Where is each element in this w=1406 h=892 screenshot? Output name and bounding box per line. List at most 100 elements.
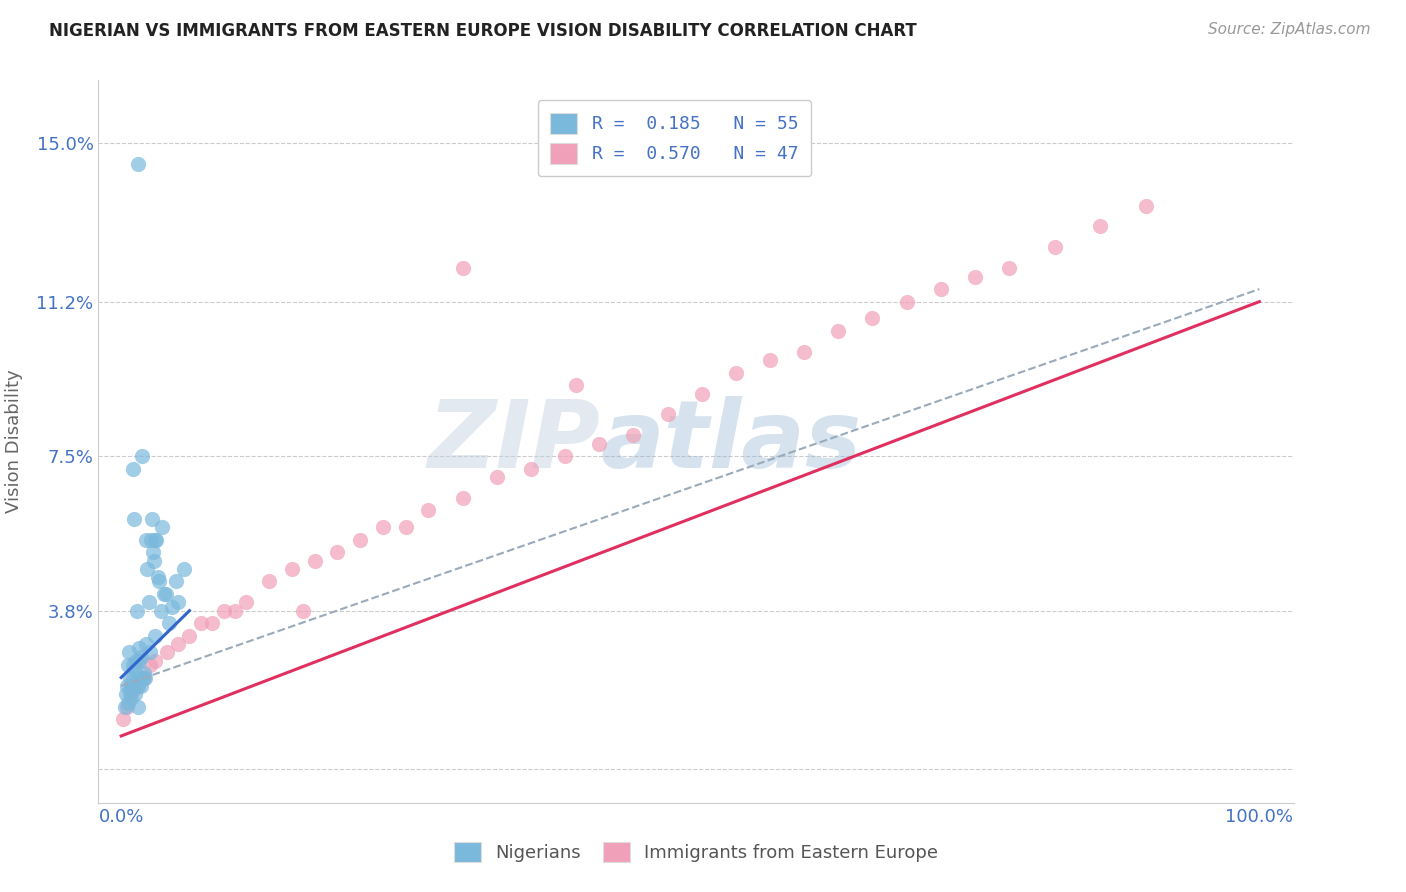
Point — [117, 696, 139, 710]
Legend: Nigerians, Immigrants from Eastern Europe: Nigerians, Immigrants from Eastern Europ… — [443, 830, 949, 873]
Point — [145, 533, 167, 547]
Point — [129, 679, 152, 693]
Text: Source: ZipAtlas.com: Source: ZipAtlas.com — [1208, 22, 1371, 37]
Point — [173, 562, 195, 576]
Point — [621, 428, 644, 442]
Y-axis label: Vision Disability: Vision Disability — [4, 369, 22, 514]
Point — [138, 657, 160, 672]
Point — [131, 449, 153, 463]
Point — [724, 366, 747, 380]
Point — [554, 449, 576, 463]
Point — [292, 604, 315, 618]
Point — [485, 470, 508, 484]
Point — [257, 574, 280, 589]
Point — [148, 574, 170, 589]
Point — [124, 687, 146, 701]
Point — [120, 691, 142, 706]
Point — [112, 712, 135, 726]
Point — [132, 671, 155, 685]
Point — [1043, 240, 1066, 254]
Point — [451, 491, 474, 505]
Point — [304, 553, 326, 567]
Point — [860, 311, 883, 326]
Point — [135, 637, 157, 651]
Point — [134, 671, 156, 685]
Point — [793, 344, 815, 359]
Point — [138, 595, 160, 609]
Point — [122, 679, 145, 693]
Point — [127, 604, 149, 618]
Point — [127, 679, 149, 693]
Point — [146, 570, 169, 584]
Point — [114, 687, 136, 701]
Point — [143, 533, 166, 547]
Point — [127, 679, 149, 693]
Point — [395, 520, 418, 534]
Point — [125, 654, 148, 668]
Point — [588, 436, 610, 450]
Point — [122, 512, 145, 526]
Point — [451, 261, 474, 276]
Point — [349, 533, 371, 547]
Point — [143, 654, 166, 668]
Point — [150, 604, 173, 618]
Point — [132, 666, 155, 681]
Point — [156, 645, 179, 659]
Point — [418, 503, 440, 517]
Point — [162, 599, 184, 614]
Point — [201, 616, 224, 631]
Point — [118, 645, 141, 659]
Point — [326, 545, 349, 559]
Point — [520, 461, 543, 475]
Point — [129, 649, 152, 664]
Text: atlas: atlas — [600, 395, 862, 488]
Point — [929, 282, 952, 296]
Point — [117, 657, 139, 672]
Point — [165, 574, 187, 589]
Point — [114, 699, 136, 714]
Point — [120, 671, 142, 685]
Point — [136, 562, 159, 576]
Point — [121, 671, 143, 685]
Point — [153, 587, 176, 601]
Point — [121, 461, 143, 475]
Point — [998, 261, 1021, 276]
Point — [141, 512, 163, 526]
Point — [565, 378, 588, 392]
Point — [143, 553, 166, 567]
Text: NIGERIAN VS IMMIGRANTS FROM EASTERN EUROPE VISION DISABILITY CORRELATION CHART: NIGERIAN VS IMMIGRANTS FROM EASTERN EURO… — [49, 22, 917, 40]
Point — [827, 324, 849, 338]
Point — [896, 294, 918, 309]
Point — [190, 616, 212, 631]
Point — [759, 353, 782, 368]
Point — [157, 616, 180, 631]
Point — [155, 587, 177, 601]
Text: ZIP: ZIP — [427, 395, 600, 488]
Point — [150, 520, 173, 534]
Point — [120, 683, 142, 698]
Point — [224, 604, 246, 618]
Point — [128, 654, 150, 668]
Point — [124, 662, 146, 676]
Point — [235, 595, 257, 609]
Point — [1088, 219, 1111, 234]
Point — [167, 595, 190, 609]
Point — [121, 657, 143, 672]
Point — [690, 386, 713, 401]
Point — [125, 674, 148, 689]
Point — [371, 520, 394, 534]
Point — [179, 629, 201, 643]
Point — [212, 604, 235, 618]
Point — [167, 637, 190, 651]
Point — [127, 699, 149, 714]
Point — [115, 699, 138, 714]
Point — [121, 683, 143, 698]
Point — [1135, 198, 1157, 212]
Point — [143, 629, 166, 643]
Point — [120, 687, 142, 701]
Point — [128, 641, 150, 656]
Point — [135, 533, 157, 547]
Point — [115, 679, 138, 693]
Point — [127, 157, 149, 171]
Point — [142, 545, 165, 559]
